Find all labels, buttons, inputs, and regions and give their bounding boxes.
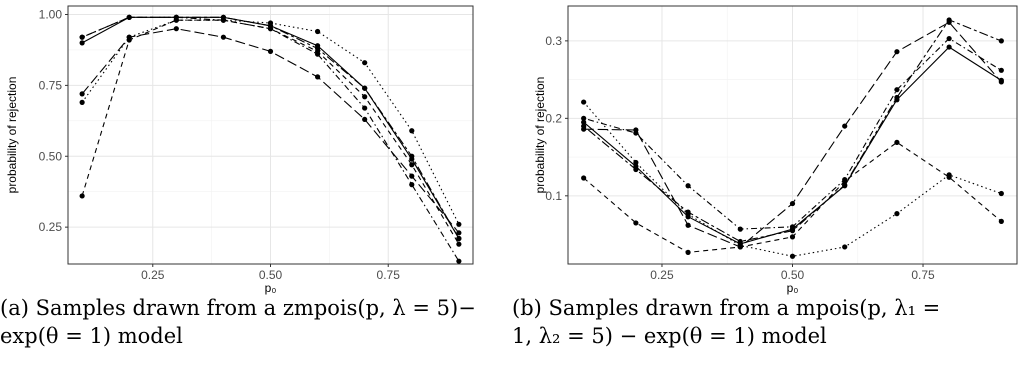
chart-1-series-4-point (894, 49, 900, 55)
chart-0-series-5-point (79, 34, 85, 40)
caption-b-line2: 1, λ₂ = 5) − exp(θ = 1) model (512, 324, 827, 348)
caption-b-line1: (b) Samples drawn from a mpois(p, λ₁ = (512, 296, 941, 320)
caption-a-line1: (a) Samples drawn from a zmpois(p, λ = 5… (0, 296, 476, 320)
chart-1-series-2-point (842, 244, 848, 250)
chart-1-series-2-point (581, 99, 587, 105)
chart-0-series-1-point (362, 94, 368, 100)
chart-0-series-4-point (409, 173, 415, 179)
chart-0-y-tick-label: 1.00 (39, 8, 63, 22)
chart-0-series-1-point (456, 241, 462, 247)
chart-1-series-5-point (789, 228, 796, 234)
chart-1-series-4-point (633, 127, 639, 133)
chart-0-series-2-point (409, 128, 415, 134)
chart-0-y-tick-label: 0.50 (39, 149, 63, 163)
caption-a: (a) Samples drawn from a zmpois(p, λ = 5… (0, 294, 500, 350)
chart-1-series-2-point (633, 159, 639, 166)
chart-0-series-5-point (362, 85, 368, 91)
chart-0-series-4-point (173, 26, 179, 32)
chart-0-series-5-point (314, 45, 321, 52)
chart-0-series-3-point (362, 105, 368, 111)
chart-0-series-3-point (314, 51, 321, 57)
chart-0-series-3-line (81, 16, 460, 262)
chart-0-x-axis-title: p₀ (265, 281, 277, 295)
chart-1-series-3-point (685, 183, 691, 189)
chart-1-series-3-point (737, 226, 743, 232)
chart-0-y-tick-label: 0.25 (39, 220, 63, 234)
chart-1-series-5-point (998, 38, 1004, 44)
chart-1-x-tick-label: 0.50 (781, 268, 805, 282)
chart-1-series-3-point (581, 115, 587, 121)
chart-0-series-4-point (220, 34, 227, 40)
chart-1-series-4-point (789, 200, 796, 207)
chart-0-x-tick-label: 0.75 (377, 268, 401, 282)
chart-1-x-tick-label: 0.25 (650, 268, 674, 282)
chart-1-y-tick-label: 0.1 (545, 189, 562, 203)
chart-1-series-4-point (737, 244, 743, 250)
chart-0-series-3-point (456, 258, 462, 264)
chart-1-series-1-point (894, 139, 900, 145)
chart-1-series-0-point (946, 44, 952, 50)
chart-0-series-2-point (362, 60, 368, 66)
chart-0-series-1-point (79, 193, 85, 199)
chart-1-x-axis-title: p₀ (787, 281, 799, 295)
chart-0-series-5-point (267, 23, 274, 29)
chart-1-series-3-point (998, 67, 1004, 73)
chart-1-series-0-point (581, 119, 587, 125)
chart-0-series-2-point (456, 221, 462, 227)
chart-0-series-4-point (362, 116, 368, 123)
chart-0-series-5-point (220, 14, 227, 20)
caption-b: (b) Samples drawn from a mpois(p, λ₁ = 1… (512, 294, 1026, 350)
chart-0-series-4-point (267, 48, 274, 54)
chart-0-y-axis-title: probability of rejection (5, 77, 19, 194)
chart-1-series-4-point (842, 123, 848, 129)
chart-0-x-tick-label: 0.25 (141, 268, 165, 282)
chart-0-series-0-point (79, 40, 85, 46)
chart-1-series-2-point (789, 253, 796, 259)
chart-1-series-1-point (998, 218, 1004, 224)
chart-1-series-2-point (946, 172, 952, 178)
chart-1-series-4-point (685, 222, 691, 228)
caption-a-line2: exp(θ = 1) model (0, 324, 183, 348)
chart-1-panel-border (567, 5, 1018, 265)
chart-1-y-axis-title: probability of rejection (533, 77, 547, 194)
chart-0-series-4-point (314, 74, 321, 80)
chart-1-x-tick-label: 0.75 (911, 268, 935, 282)
chart-0-panel-border (67, 5, 474, 265)
chart-0-series-4-point (456, 230, 462, 236)
chart-1-series-2-line (583, 101, 1002, 257)
chart-0-y-tick-label: 0.75 (39, 78, 63, 92)
chart-1-series-5-point (894, 94, 900, 101)
chart-0-series-2-point (314, 28, 321, 35)
chart-1-series-5-point (842, 182, 848, 188)
chart-1-series-1-point (685, 249, 691, 255)
chart-1-series-5-point (685, 209, 691, 215)
chart-1-series-3-point (946, 35, 952, 42)
chart-1-series-1-point (633, 220, 639, 226)
chart-1-series-3-point (789, 224, 796, 230)
chart-1-series-1-point (789, 234, 796, 240)
chart-0-series-5-point (456, 235, 462, 242)
chart-1-y-tick-label: 0.2 (545, 111, 562, 125)
chart-0-series-4-point (126, 34, 132, 40)
chart-0-series-4-point (79, 91, 85, 97)
chart-0-series-5-point (409, 153, 415, 159)
chart-1-series-3-point (842, 176, 848, 183)
chart-1-series-4-point (998, 79, 1004, 85)
chart-1-series-2-point (894, 211, 900, 217)
chart-1-series-5-point (946, 17, 952, 23)
chart-1-series-5-point (737, 238, 743, 245)
chart-0-x-tick-label: 0.50 (259, 268, 283, 282)
chart-0-series-1-point (409, 162, 415, 168)
chart-1-y-tick-label: 0.3 (545, 34, 562, 48)
chart-0-series-2-point (79, 99, 85, 105)
chart-1-series-5-point (633, 166, 639, 173)
chart-0-series-3-point (409, 182, 415, 188)
chart-1-series-5-point (581, 123, 587, 129)
chart-0-series-5-point (126, 14, 132, 20)
chart-1-series-3-point (894, 87, 900, 93)
chart-1-series-2-point (998, 190, 1004, 197)
chart-1-series-1-point (581, 175, 587, 181)
chart-0-series-5-point (173, 14, 179, 20)
charts-area: 0.25 0.50 0.75 0.25 0.50 0.75 1.00 p₀ probabilit… (5, 5, 1018, 295)
